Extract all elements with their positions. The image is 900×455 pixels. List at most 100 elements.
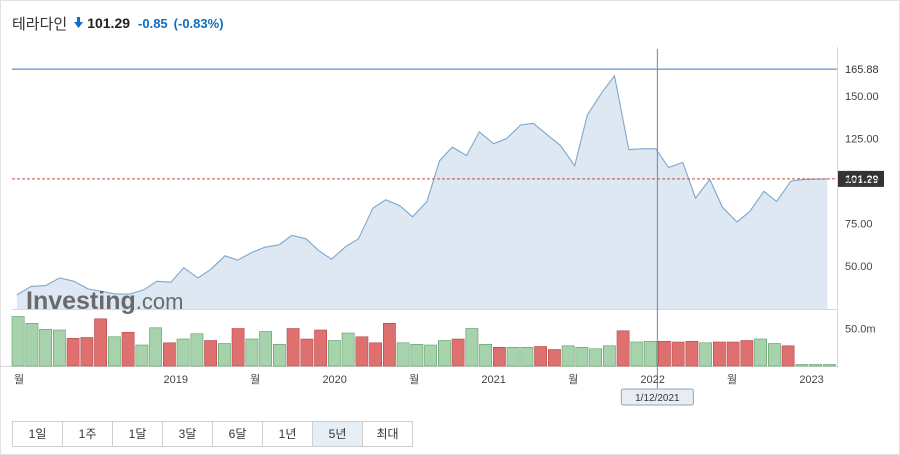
volume-bar	[369, 342, 382, 367]
x-tick-label: 월	[409, 373, 419, 386]
volume-bar	[149, 327, 162, 367]
volume-bar	[726, 341, 740, 367]
volume-bar	[382, 322, 396, 367]
volume-bar	[671, 341, 685, 367]
volume-bar	[822, 364, 836, 367]
x-tick-label: 2020	[322, 374, 346, 386]
volume-bar	[809, 364, 822, 367]
volume-bar	[121, 331, 135, 367]
volume-bar	[39, 328, 52, 367]
investing-watermark: Investing.com	[26, 287, 183, 315]
volume-bar	[767, 343, 781, 367]
range-button[interactable]: 1달	[113, 422, 163, 446]
high-label-bg	[838, 62, 882, 77]
volume-bar	[712, 341, 726, 367]
range-button[interactable]: 6달	[213, 422, 263, 446]
range-button[interactable]: 1일	[13, 422, 63, 446]
down-arrow-icon	[74, 15, 84, 31]
volume-bar	[176, 338, 190, 367]
volume-bar	[52, 329, 66, 367]
volume-bar	[520, 346, 534, 367]
price-change: -0.85	[138, 15, 168, 31]
range-button[interactable]: 최대	[363, 422, 412, 446]
crosshair-date-label: 1/12/2021	[635, 393, 680, 404]
range-selector: 1일 1주 1달 3달 6달 1년 5년 최대	[12, 421, 413, 447]
volume-bar	[437, 340, 451, 367]
x-tick-label: 월	[727, 373, 737, 386]
volume-bar	[66, 337, 80, 367]
volume-bar	[272, 343, 286, 367]
volume-tick-label: 50.0m	[845, 324, 876, 336]
quote-header: 테라다인 101.29 -0.85 (-0.83%)	[12, 12, 224, 34]
volume-bar	[795, 364, 809, 367]
volume-bar	[396, 342, 410, 367]
volume-bar	[80, 337, 94, 367]
volume-bar	[465, 328, 479, 367]
volume-bar	[135, 344, 149, 367]
volume-bar	[534, 346, 547, 367]
volume-bar	[94, 318, 107, 367]
volume-bar	[506, 346, 520, 367]
volume-bar	[561, 345, 575, 367]
volume-bar	[616, 330, 630, 367]
volume-bar	[699, 342, 712, 367]
range-button[interactable]: 5년	[313, 422, 363, 446]
volume-bar	[204, 340, 217, 367]
volume-bar	[218, 343, 231, 367]
volume-bar	[163, 342, 176, 367]
volume-bar	[424, 344, 437, 367]
volume-bar	[231, 328, 245, 367]
last-price-label-bg	[838, 170, 884, 187]
volume-bar	[25, 322, 39, 367]
range-button[interactable]: 3달	[163, 422, 213, 446]
volume-bar	[740, 340, 754, 367]
volume-bar	[108, 336, 121, 367]
volume-bar	[657, 340, 671, 367]
price-line	[16, 74, 828, 296]
volume-bar	[327, 340, 341, 367]
volume-bar	[781, 345, 795, 367]
volume-bar	[492, 346, 506, 367]
high-price-label: 165.88	[845, 64, 879, 76]
x-tick-label: 월	[250, 373, 260, 386]
volume-bar	[754, 338, 767, 367]
volume-bar	[245, 338, 259, 367]
volume-bar	[341, 332, 355, 367]
volume-bar	[630, 341, 644, 367]
x-tick-label: 월	[14, 373, 24, 386]
volume-bar	[355, 336, 369, 367]
volume-bar	[451, 338, 465, 367]
y-tick-label: 150.00	[845, 91, 879, 103]
range-button[interactable]: 1주	[63, 422, 113, 446]
crosshair-date-bg	[620, 388, 694, 406]
volume-bar	[589, 348, 602, 367]
volume-bar	[547, 349, 561, 367]
y-tick-label: 75.00	[845, 219, 873, 231]
x-tick-label: 2022	[640, 374, 664, 386]
y-tick-label: 50.00	[845, 261, 873, 273]
y-tick-label: 125.00	[845, 134, 879, 146]
volume-bar	[602, 345, 616, 367]
volume-bar	[11, 316, 25, 367]
x-tick-label: 2023	[799, 374, 823, 386]
volume-bar	[259, 331, 272, 367]
volume-bar	[575, 346, 589, 367]
x-tick-label: 2019	[163, 374, 187, 386]
range-button[interactable]: 1년	[263, 422, 313, 446]
volume-bar	[685, 340, 699, 367]
volume-bar	[644, 340, 657, 367]
volume-bar	[314, 329, 327, 367]
instrument-name: 테라다인	[12, 15, 68, 33]
volume-bar	[286, 328, 300, 367]
last-price: 101.29	[87, 15, 131, 31]
volume-bar	[300, 338, 314, 367]
volume-bar	[410, 343, 424, 367]
x-tick-label: 2021	[481, 374, 505, 386]
y-tick-label: 100.00	[845, 176, 879, 188]
volume-bar	[479, 343, 492, 367]
x-tick-label: 월	[568, 373, 578, 386]
price-change-percent: (-0.83%)	[173, 15, 224, 31]
price-area	[16, 75, 828, 309]
last-price-label: 101.29	[845, 174, 879, 186]
